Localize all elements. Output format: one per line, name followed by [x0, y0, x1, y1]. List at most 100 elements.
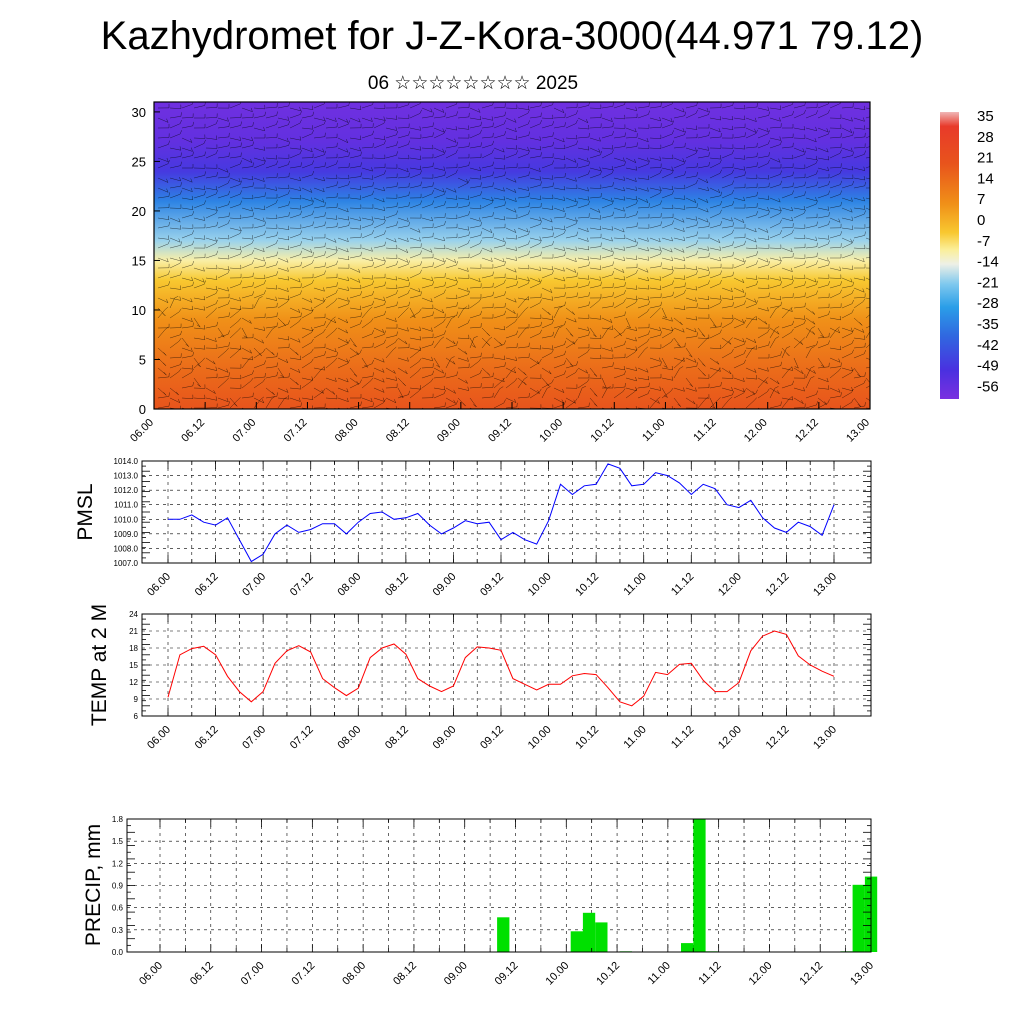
x-tick-label: 12.00	[747, 960, 775, 988]
x-tick-label: 06.00	[137, 960, 165, 988]
x-tick-label: 06.12	[193, 571, 221, 599]
temp-ylabel: TEMP at 2 M	[88, 604, 111, 726]
x-tick-label: 07.00	[240, 724, 268, 752]
colorbar-label: -28	[977, 295, 999, 312]
x-tick-label: 11.00	[621, 571, 648, 598]
height-tick-label: 5	[139, 352, 146, 367]
x-tick-label: 11.00	[646, 960, 673, 987]
time-tick-label: 08.12	[384, 417, 412, 445]
time-tick-label: 06.12	[179, 417, 207, 445]
pmsl-line	[168, 463, 835, 563]
y-tick-label: 0.6	[112, 904, 124, 913]
x-tick-label: 06.00	[145, 571, 173, 599]
x-tick-label: 07.12	[290, 960, 318, 988]
x-tick-label: 10.12	[594, 960, 622, 988]
time-tick-label: 10.00	[537, 417, 565, 445]
time-tick-label: 09.00	[435, 417, 463, 445]
chart-subtitle: 06 ☆☆☆☆☆☆☆☆ 2025	[367, 73, 579, 94]
x-tick-label: 11.12	[669, 724, 696, 751]
x-tick-label: 11.12	[669, 571, 696, 598]
x-tick-label: 08.00	[335, 724, 363, 752]
y-tick-label: 1008.0	[114, 544, 139, 553]
colorbar-label: 7	[977, 191, 985, 208]
y-tick-label: 1009.0	[114, 530, 139, 539]
precip-bar	[595, 922, 608, 952]
pmsl-grid	[142, 460, 871, 564]
precip-bar	[681, 943, 694, 952]
x-tick-label: 10.00	[526, 571, 554, 599]
colorbar-label: 21	[977, 150, 994, 167]
x-tick-label: 08.12	[383, 724, 411, 752]
x-tick-label: 12.00	[716, 571, 744, 599]
pmsl-panel: 1007.0 1008.0 1009.0 1010.0 1011.0 1012.0 1013…	[74, 457, 872, 599]
x-tick-label: 12.00	[716, 724, 744, 752]
precip-bar	[570, 931, 583, 952]
x-tick-label: 07.12	[288, 571, 316, 599]
y-tick-label: 1.8	[112, 815, 124, 824]
x-tick-label: 09.12	[478, 724, 506, 752]
x-tick-label: 08.00	[335, 571, 363, 599]
time-tick-label: 09.12	[486, 417, 514, 445]
x-tick-label: 09.12	[493, 960, 521, 988]
precip-ylabel: PRECIP, mm	[82, 824, 105, 946]
temperature-field	[154, 102, 870, 409]
height-tick-label: 20	[132, 204, 146, 219]
colorbar-label: 35	[977, 108, 994, 125]
y-tick-label: 0.9	[112, 882, 124, 891]
x-tick-label: 07.00	[240, 571, 268, 599]
colorbar-label: -49	[977, 358, 999, 375]
x-tick-label: 06.12	[188, 960, 216, 988]
colorbar-label: -35	[977, 316, 999, 333]
time-tick-label: 13.00	[844, 417, 872, 445]
wind-barb-field	[157, 102, 870, 409]
x-tick-label: 11.00	[621, 724, 648, 751]
time-tick-label: 12.00	[742, 417, 770, 445]
y-tick-label: 1013.0	[114, 472, 139, 481]
time-tick-label: 11.12	[691, 417, 718, 444]
colorbar-label: -42	[977, 337, 999, 354]
precip-panel: 0.0 0.3 0.6 0.9 1.2 1.5 1.8 06.00 06.12 07.00 07.1…	[82, 815, 878, 988]
precip-bar	[582, 912, 596, 952]
temp-line	[167, 630, 835, 707]
colorbar-label: 0	[977, 212, 985, 229]
height-tick-label: 10	[132, 303, 146, 318]
y-tick-label: 9	[134, 695, 139, 704]
x-tick-label: 10.12	[573, 571, 601, 599]
colorbar-label: -14	[977, 254, 999, 271]
x-tick-label: 09.00	[431, 571, 459, 599]
colorbar-gradient	[940, 112, 959, 399]
x-tick-label: 08.00	[340, 960, 368, 988]
y-tick-label: 1007.0	[114, 559, 139, 568]
height-tick-label: 25	[132, 154, 146, 169]
y-tick-label: 1012.0	[114, 486, 139, 495]
time-tick-label: 07.00	[230, 417, 258, 445]
x-tick-label: 12.12	[764, 724, 792, 752]
colorbar-label: 14	[977, 170, 994, 187]
y-tick-label: 15	[129, 661, 138, 670]
time-tick-label: 10.12	[588, 417, 616, 445]
temp-panel: 6 9 12 15 18 21 24 06.00 06.12 07.00 07.12 08.00 08.…	[88, 604, 872, 752]
y-tick-label: 1.2	[112, 859, 124, 868]
chart-title: Kazhydromet for J-Z-Kora-3000(44.971 79.…	[100, 14, 924, 58]
x-tick-label: 10.00	[543, 960, 571, 988]
colorbar-label: -56	[977, 378, 999, 395]
colorbar: 35 28 21 14 7 0 -7 -14 -21 -28 -35 -42 -49 -56	[940, 108, 999, 399]
y-tick-label: 1.5	[112, 837, 124, 846]
x-tick-label: 09.00	[431, 724, 459, 752]
precip-bar	[497, 917, 510, 952]
colorbar-label: 28	[977, 129, 994, 146]
time-tick-label: 07.12	[282, 417, 310, 445]
x-tick-label: 10.00	[526, 724, 554, 752]
pmsl-ylabel: PMSL	[74, 483, 97, 540]
colorbar-labels: 35 28 21 14 7 0 -7 -14 -21 -28 -35 -42 -49 -56	[977, 108, 999, 395]
x-tick-label: 08.12	[383, 571, 411, 599]
x-tick-label: 11.12	[696, 960, 723, 987]
x-tick-label: 06.12	[193, 724, 221, 752]
y-tick-label: 21	[129, 627, 138, 636]
time-tick-label: 06.00	[128, 417, 156, 445]
time-tick-label: 12.12	[793, 417, 821, 445]
x-tick-label: 12.12	[764, 571, 792, 599]
x-tick-label: 08.12	[391, 960, 419, 988]
y-tick-label: 12	[129, 678, 138, 687]
